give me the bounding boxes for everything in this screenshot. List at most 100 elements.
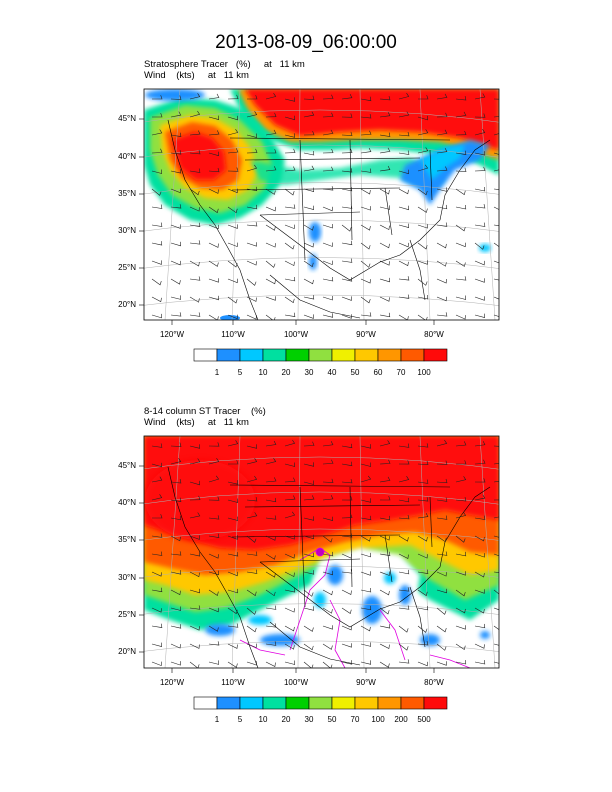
wind-barb [474, 242, 485, 250]
wind-barb [379, 312, 391, 318]
wind-barb [398, 569, 410, 575]
panel2-cbar-label: 10 [258, 715, 268, 724]
wind-barb [208, 206, 219, 214]
wind-barb [455, 551, 467, 557]
wind-barb [303, 150, 315, 156]
wind-barb [227, 314, 238, 320]
wind-barb [379, 571, 390, 576]
wind-barb [398, 460, 410, 465]
panel2-title: 8-14 column ST Tracer (%) [144, 406, 266, 417]
wind-barb [341, 131, 353, 136]
wind-barb [379, 535, 390, 541]
wind-barb [398, 131, 410, 137]
wind-barb [341, 496, 353, 501]
wind-barb [189, 130, 201, 136]
colorbar-swatch [262, 348, 287, 362]
wind-barb [474, 296, 485, 301]
wind-barb [455, 224, 466, 232]
wind-barb [436, 497, 448, 502]
wind-barb [322, 589, 333, 596]
wind-barb [303, 625, 314, 632]
wind-barb [284, 276, 296, 282]
wind-barb [493, 278, 499, 281]
wind-barb [284, 535, 295, 540]
wind-barb [246, 625, 257, 633]
wind-barb [208, 496, 220, 501]
wind-barb [170, 589, 181, 596]
wind-barb [227, 94, 239, 100]
wind-barb [284, 495, 296, 501]
panel2-lat-30: 30°N [118, 573, 136, 582]
wind-barb [341, 513, 353, 519]
panel1-lon-120: 120°W [159, 330, 185, 339]
wind-barb [265, 314, 276, 320]
panel2-cbar-label: 5 [237, 715, 243, 724]
wind-barb [246, 475, 258, 483]
wind-barb [417, 188, 428, 196]
wind-barb [341, 643, 352, 648]
panel1-lon-100: 100°W [283, 330, 309, 339]
wind-barb [360, 475, 372, 483]
wind-barb [208, 533, 220, 538]
wind-barb [493, 571, 499, 573]
wind-barb [151, 169, 163, 174]
wind-barb [189, 276, 201, 281]
wind-barb [303, 224, 314, 231]
wind-barb [360, 242, 371, 250]
wind-barb [474, 441, 486, 447]
wind-barb [455, 625, 466, 630]
wind-barb [151, 241, 163, 246]
wind-barb [208, 115, 220, 120]
wind-barb [246, 569, 258, 574]
wind-barb [379, 260, 390, 266]
wind-barb [189, 168, 201, 173]
wind-barb [208, 260, 219, 267]
colorbar-swatch [354, 696, 379, 710]
wind-barb [379, 132, 391, 137]
wind-barb [360, 587, 372, 593]
wind-barb [265, 296, 276, 301]
wind-barb [246, 643, 257, 649]
panel1-lat-25: 25°N [118, 263, 136, 272]
wind-barb [227, 206, 238, 214]
wind-barb [246, 589, 257, 597]
wind-barb [227, 516, 239, 521]
wind-barb [493, 661, 499, 664]
wind-barb [265, 477, 277, 483]
main-title: 2013-08-09_06:00:00 [215, 32, 397, 53]
wind-barb [493, 116, 499, 118]
wind-barb [303, 534, 314, 540]
wind-barb [227, 460, 239, 465]
wind-barb [322, 223, 333, 229]
wind-barb [170, 260, 181, 266]
wind-barb [474, 313, 485, 318]
wind-barb [379, 496, 391, 501]
wind-barb [341, 296, 352, 301]
wind-barb [303, 260, 314, 268]
panel1-cbar-label: 50 [350, 368, 360, 377]
colorbar-swatch [400, 348, 425, 362]
wind-barb [398, 260, 409, 267]
wind-barb [398, 497, 410, 503]
wind-barb [265, 458, 277, 465]
panel2-cbar-label: 1 [214, 715, 220, 724]
colorbar-swatch [331, 696, 356, 710]
wind-barb [246, 314, 257, 320]
wind-barb [170, 570, 182, 575]
wind-barb [303, 589, 314, 597]
wind-barb [436, 661, 447, 666]
wind-barb [151, 129, 163, 136]
wind-barb [322, 459, 334, 465]
wind-barb [379, 277, 390, 283]
wind-barb [493, 535, 499, 538]
wind-barb [151, 260, 162, 265]
panel1-coastlines [167, 119, 491, 320]
wind-barb [398, 150, 410, 155]
panel2-cbar-label: 200 [394, 715, 408, 724]
wind-barb [474, 535, 485, 542]
wind-barb [284, 439, 296, 447]
wind-barb [322, 186, 334, 191]
wind-barb [246, 111, 258, 118]
wind-barb [398, 476, 410, 483]
wind-barb [265, 641, 277, 646]
